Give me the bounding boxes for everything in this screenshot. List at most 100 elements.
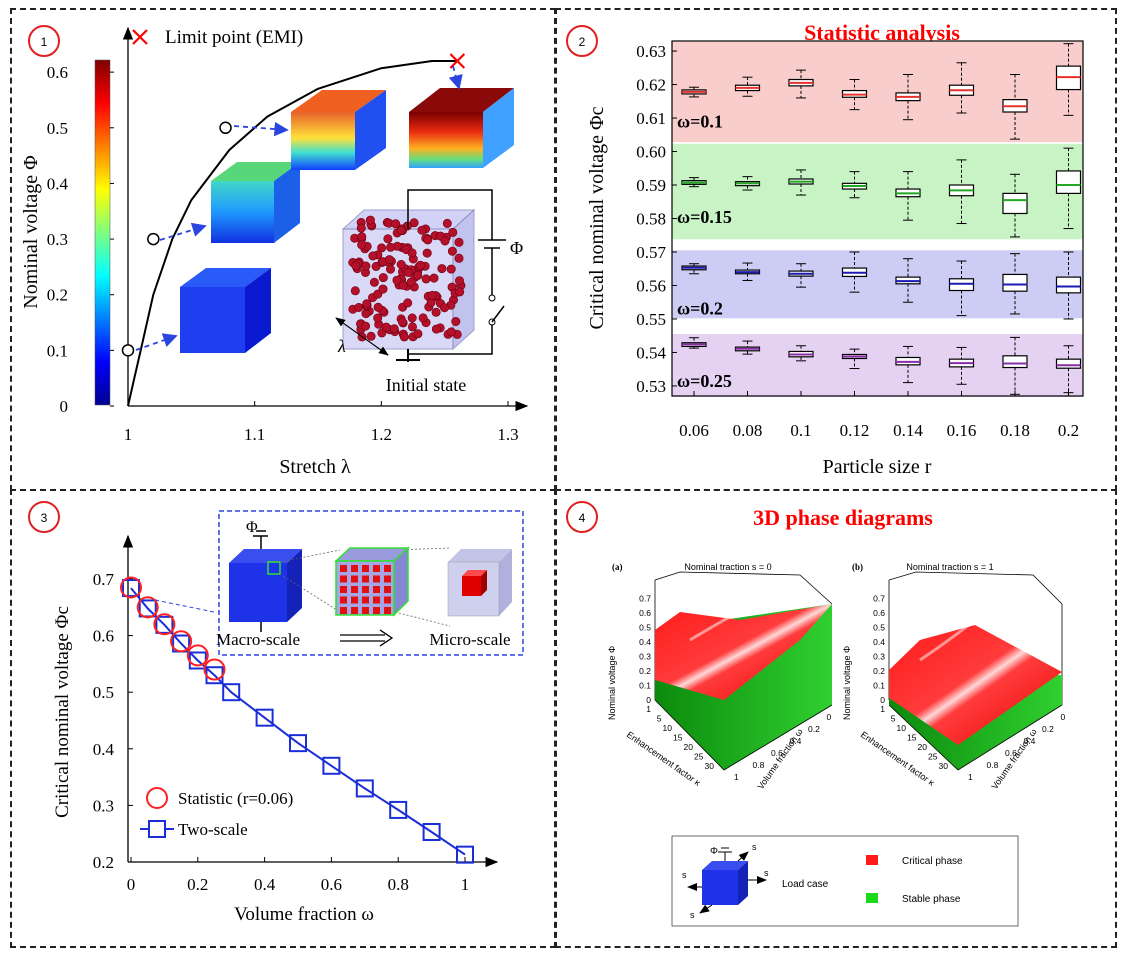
p1-ytick-label: 0.3 — [47, 230, 68, 249]
p4-xtick-label: 0.6 — [1005, 748, 1017, 758]
particle — [378, 273, 388, 283]
p4-xtick-label: 0.2 — [808, 724, 820, 734]
particle — [454, 276, 464, 286]
p3-two-scale-marker — [222, 683, 241, 702]
p2-series-label: ω=0.2 — [677, 298, 723, 318]
inset-pointer — [154, 599, 215, 613]
particle — [361, 261, 371, 271]
p4-xtick-label: 0.4 — [790, 736, 802, 746]
p4-xtick-label: 0 — [827, 712, 832, 722]
badge-4-label: 4 — [579, 511, 586, 525]
panel-3-plot: 0 0.2 0.4 0.6 0.8 1 0.2 0.3 0.4 0.5 0.6 0.7 Volume f… — [52, 534, 499, 925]
micro-particle — [373, 586, 380, 593]
particle — [427, 290, 437, 300]
micro-particle — [384, 575, 391, 583]
state-arrows — [135, 65, 463, 351]
p2-ytick-label: 0.57 — [636, 243, 666, 262]
particle — [378, 284, 388, 294]
badge-3: 3 — [28, 501, 60, 533]
particle — [429, 273, 439, 283]
badge-2-label: 2 — [579, 35, 586, 49]
p1-legend-marker — [132, 29, 148, 45]
p1-ytick-label: 0.2 — [47, 286, 68, 305]
panel-2-plot: 0.53 0.54 0.55 0.56 0.57 0.58 0.59 0.60 0.61 0.62… — [586, 40, 1084, 478]
micro-particle — [384, 596, 391, 604]
micro-particle — [362, 565, 369, 572]
legend-stable: Stable phase — [902, 894, 961, 905]
p4-ytick-label: 10 — [663, 723, 673, 733]
subplot-b-tag: (b) — [852, 562, 863, 572]
p4-ytick-label: 15 — [907, 733, 917, 743]
legend-phi: Φ — [710, 846, 718, 857]
particle — [361, 309, 371, 319]
particle — [418, 313, 428, 323]
panel-4 — [555, 489, 1117, 948]
particle — [415, 260, 425, 270]
p3-two-scale-marker — [289, 734, 307, 753]
p3-statistic-marker — [170, 630, 193, 653]
particle — [440, 236, 450, 246]
badge-3-label: 3 — [41, 511, 48, 525]
p2-box — [1055, 276, 1082, 294]
p3-two-scale-marker — [322, 756, 341, 775]
badge-4: 4 — [566, 501, 598, 533]
p4-ytick-label: 10 — [897, 723, 907, 733]
p3-ytick-label: 0.6 — [93, 627, 114, 646]
particle — [383, 234, 393, 244]
micro-particle — [351, 565, 358, 572]
p3-two-scale-marker — [389, 800, 408, 819]
p1-state-marker — [219, 121, 232, 135]
deformed-cube-3 — [291, 90, 386, 170]
particle — [369, 277, 379, 287]
particle — [357, 232, 367, 242]
p3-xtick-label: 0 — [127, 875, 136, 894]
p4-ztick-label: 0.4 — [873, 637, 885, 647]
subplot-a-ylabel: Enhancement factor κ — [625, 729, 703, 788]
particle — [437, 264, 447, 274]
particle — [373, 302, 383, 312]
particle — [406, 277, 416, 287]
particle — [396, 259, 406, 269]
p4-ztick-label: 0.4 — [639, 637, 651, 647]
particle — [389, 324, 399, 334]
particle — [360, 321, 370, 331]
p2-box — [1055, 358, 1082, 369]
deformed-cube-4 — [409, 88, 514, 168]
p4-ytick-label: 15 — [673, 733, 683, 743]
p4-ytick-label: 20 — [918, 742, 928, 752]
p4-ztick-label: 0.7 — [639, 594, 651, 604]
p2-box — [1002, 192, 1028, 215]
p2-xtick-label: 0.18 — [1000, 421, 1030, 440]
p4-ytick-label: 5 — [657, 714, 662, 724]
p4-ztick-label: 0.2 — [639, 666, 651, 676]
p3-ytick-label: 0.3 — [93, 796, 114, 815]
particle — [423, 235, 433, 245]
phi-label: Φ — [510, 238, 523, 258]
p1-ytick-label: 0.5 — [47, 119, 68, 138]
p4-ztick-label: 0.6 — [873, 608, 885, 618]
legend-s-top: s — [752, 842, 757, 852]
p3-statistic-marker — [136, 596, 159, 619]
badge-1: 1 — [28, 25, 60, 57]
p3-legend-statistic-marker — [146, 787, 168, 809]
p2-series-label: ω=0.1 — [677, 111, 723, 131]
p2-box — [1002, 355, 1028, 369]
p4-xtick-label: 0 — [1061, 712, 1066, 722]
micro-particle — [340, 565, 347, 572]
particle — [446, 264, 456, 274]
p3-xtick-label: 1 — [461, 875, 470, 894]
particle — [439, 303, 449, 313]
micro-particle — [373, 565, 380, 572]
p2-ytick-label: 0.53 — [636, 377, 666, 396]
p2-xtick-label: 0.2 — [1058, 421, 1079, 440]
p3-legend-statistic-label: Statistic (r=0.06) — [178, 789, 293, 808]
p4-xtick-label: 0.8 — [987, 760, 999, 770]
particle — [354, 302, 364, 312]
p2-ytick-label: 0.59 — [636, 176, 666, 195]
p2-band — [672, 143, 1083, 240]
p4-ztick-label: 0.1 — [873, 681, 885, 691]
particle — [403, 298, 413, 308]
particle — [454, 253, 464, 263]
particle — [431, 324, 441, 334]
p1-xlabel: Stretch λ — [279, 456, 351, 478]
